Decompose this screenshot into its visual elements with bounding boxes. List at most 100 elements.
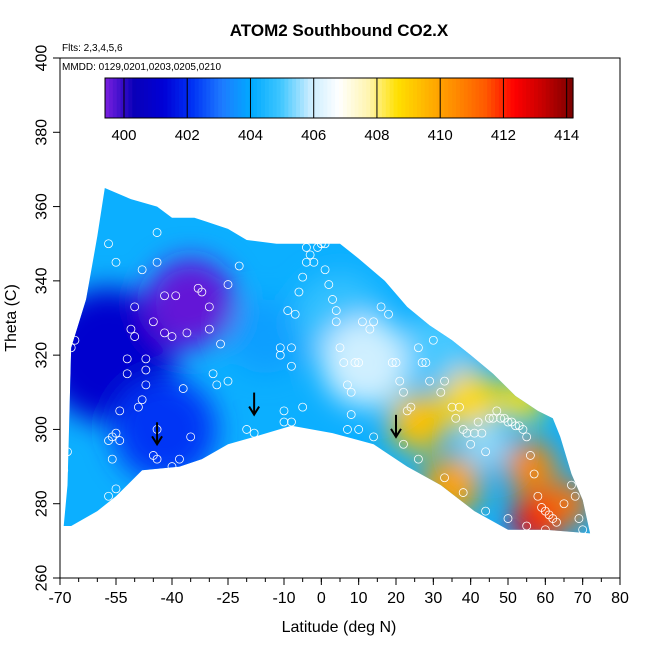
x-tick-label: 70: [574, 590, 592, 607]
observation-point: [492, 406, 502, 416]
observation-point: [111, 499, 121, 509]
observation-point: [234, 261, 244, 271]
observation-point: [204, 324, 214, 334]
observation-point: [107, 454, 117, 464]
observation-point: [204, 302, 214, 312]
colorbar-segment: [292, 78, 297, 118]
observation-point: [287, 343, 296, 353]
observation-point: [130, 302, 140, 312]
observation-point: [466, 439, 476, 449]
colorbar-segment: [237, 78, 243, 118]
colorbar-segment: [264, 78, 270, 118]
x-tick-label: 0: [317, 590, 326, 607]
observation-point: [380, 254, 390, 263]
colorbar-segment: [440, 78, 445, 118]
colorbar-segment: [510, 78, 516, 118]
observation-point: [376, 302, 386, 312]
observation-point: [369, 317, 379, 327]
observation-points: [60, 228, 588, 535]
colorbar-frame: [104, 77, 574, 119]
y-tick-label: 360: [34, 193, 51, 220]
colorbar-tick-label: 408: [364, 127, 389, 144]
colorbar-segment: [105, 78, 110, 118]
observation-point: [63, 447, 72, 457]
colorbar-segment: [179, 78, 184, 118]
observation-point: [421, 358, 431, 367]
colorbar-tick-label: 402: [175, 127, 200, 144]
x-tick-label: -40: [160, 590, 183, 607]
chart-title: ATOM2 Southbound CO2.X: [230, 21, 449, 40]
colorbar-segment: [280, 78, 285, 118]
colorbar-segment: [190, 78, 196, 118]
colorbar-segment: [495, 78, 500, 118]
colorbar-tick-label: 406: [301, 127, 326, 144]
observation-point: [399, 387, 408, 397]
colorbar-segment: [147, 78, 153, 118]
observation-point: [522, 432, 532, 442]
colorbar-segment: [167, 78, 172, 118]
colorbar-segment: [140, 78, 145, 118]
observation-point: [387, 358, 397, 367]
observation-point: [301, 257, 311, 267]
colorbar-segment: [339, 78, 344, 118]
colorbar-segment: [526, 78, 531, 118]
colorbar-tick-label: 410: [428, 127, 453, 144]
observation-point: [335, 343, 345, 353]
colorbar-segment: [374, 78, 379, 118]
colorbar-segment: [549, 78, 555, 118]
y-axis-label: Theta (C): [3, 284, 20, 352]
colorbar-segment: [144, 78, 149, 118]
colorbar-segment: [448, 78, 453, 118]
colorbar-segment: [479, 78, 484, 118]
x-tick-label: 20: [387, 590, 405, 607]
y-tick-label: 320: [34, 342, 51, 369]
observation-point: [287, 417, 296, 427]
observation-point: [413, 343, 423, 353]
observation-point: [484, 413, 494, 423]
colorbar-segment: [245, 78, 250, 118]
observation-point: [346, 387, 356, 397]
observation-point: [339, 358, 349, 367]
observation-point: [384, 309, 393, 319]
x-tick-label: 60: [536, 590, 554, 607]
colorbar-segment: [393, 78, 399, 118]
colorbar-segment: [405, 78, 410, 118]
observation-point: [320, 239, 330, 249]
colorbar-segment: [112, 78, 118, 118]
colorbar-segment: [331, 78, 336, 118]
observation-point: [369, 432, 379, 442]
colorbar-segment: [288, 78, 293, 118]
observation-point: [122, 369, 132, 379]
colorbar-segment: [432, 78, 438, 118]
observation-point: [574, 514, 584, 523]
observation-point: [488, 413, 498, 423]
observation-point: [328, 295, 337, 304]
colorbar-segment: [307, 78, 313, 118]
x-axis: -70 -55 -40 -25 -10 0 10 20 30 40 50 60 70 80: [48, 578, 629, 607]
field-blob: [145, 258, 236, 348]
observation-point: [399, 439, 408, 449]
x-tick-label: 30: [424, 590, 442, 607]
observation-point: [111, 484, 121, 494]
observation-point: [529, 469, 539, 479]
colorbar-segment: [171, 78, 176, 118]
colorbar-segment: [565, 78, 570, 118]
colorbar-segment: [319, 78, 324, 118]
colorbar-segment: [296, 78, 301, 118]
observation-point: [175, 454, 184, 464]
colorbar-segment: [350, 78, 356, 118]
colorbar-segment: [261, 78, 266, 118]
observation-point: [533, 491, 543, 501]
observation-point: [417, 358, 427, 367]
observation-point: [242, 425, 252, 434]
x-tick-label: -55: [104, 590, 127, 607]
colorbar-segment: [136, 78, 141, 118]
observation-point: [104, 239, 113, 249]
colorbar-segment: [214, 78, 219, 118]
colorbar-segment: [378, 78, 383, 118]
colorbar-segment: [132, 78, 137, 118]
y-tick-label: 300: [34, 416, 51, 443]
observation-point: [343, 380, 352, 390]
observation-point: [160, 328, 169, 338]
observation-point: [447, 402, 457, 412]
